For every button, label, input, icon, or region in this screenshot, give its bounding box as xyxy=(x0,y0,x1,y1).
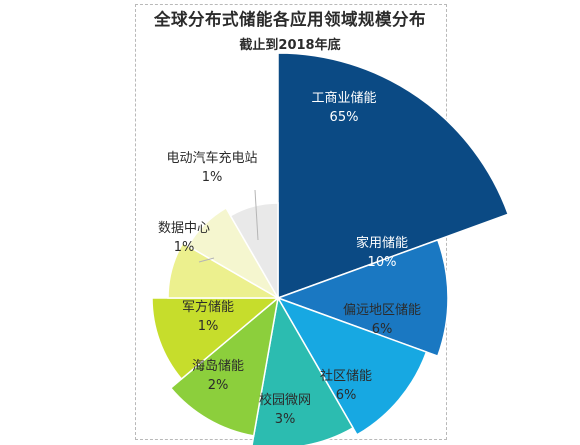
chart-subtitle: 截止到2018年底 xyxy=(239,38,341,53)
slice-9 xyxy=(229,202,279,301)
leader-line-8 xyxy=(198,257,215,263)
slice-value-9: 1% xyxy=(202,170,223,185)
chart-title: 全球分布式储能各应用领域规模分布 xyxy=(154,10,426,29)
slice-6 xyxy=(151,297,281,381)
slice-value-7: 1% xyxy=(198,319,219,334)
slice-value-2: 10% xyxy=(368,255,397,270)
slice-5 xyxy=(169,296,280,437)
slice-value-4: 6% xyxy=(336,388,357,403)
slice-label-1: 工商业储能 xyxy=(311,91,376,106)
slice-label-5: 校园微网 xyxy=(259,392,311,408)
slice-value-3: 6% xyxy=(372,322,393,337)
slice-value-6: 2% xyxy=(208,378,229,393)
slice-label-4: 社区储能 xyxy=(320,368,372,384)
slice-7 xyxy=(167,241,281,299)
label-group: 工商业储能 65% 家用储能 10% 偏远地区储能 6% 社区储能 6% 校园微网 3% 海岛储能 2… xyxy=(158,91,421,427)
leader-line-group xyxy=(198,189,259,263)
slice-4 xyxy=(251,295,355,445)
slice-value-5: 3% xyxy=(275,412,296,427)
slice-value-1: 65% xyxy=(330,110,359,125)
slice-label-2: 家用储能 xyxy=(356,235,408,251)
slice-label-9: 电动汽车充电站 xyxy=(166,150,257,166)
slice-1 xyxy=(277,52,510,300)
slice-label-6: 海岛储能 xyxy=(192,358,244,374)
slice-3 xyxy=(276,296,428,436)
slice-group xyxy=(151,52,510,445)
slice-8 xyxy=(186,206,281,301)
slice-label-3: 偏远地区储能 xyxy=(343,303,421,318)
slice-value-8: 1% xyxy=(174,240,195,255)
leader-line-9 xyxy=(254,189,259,241)
slice-2 xyxy=(275,238,449,358)
slice-label-7: 军方储能 xyxy=(182,299,234,315)
slice-label-8: 数据中心 xyxy=(158,221,210,236)
